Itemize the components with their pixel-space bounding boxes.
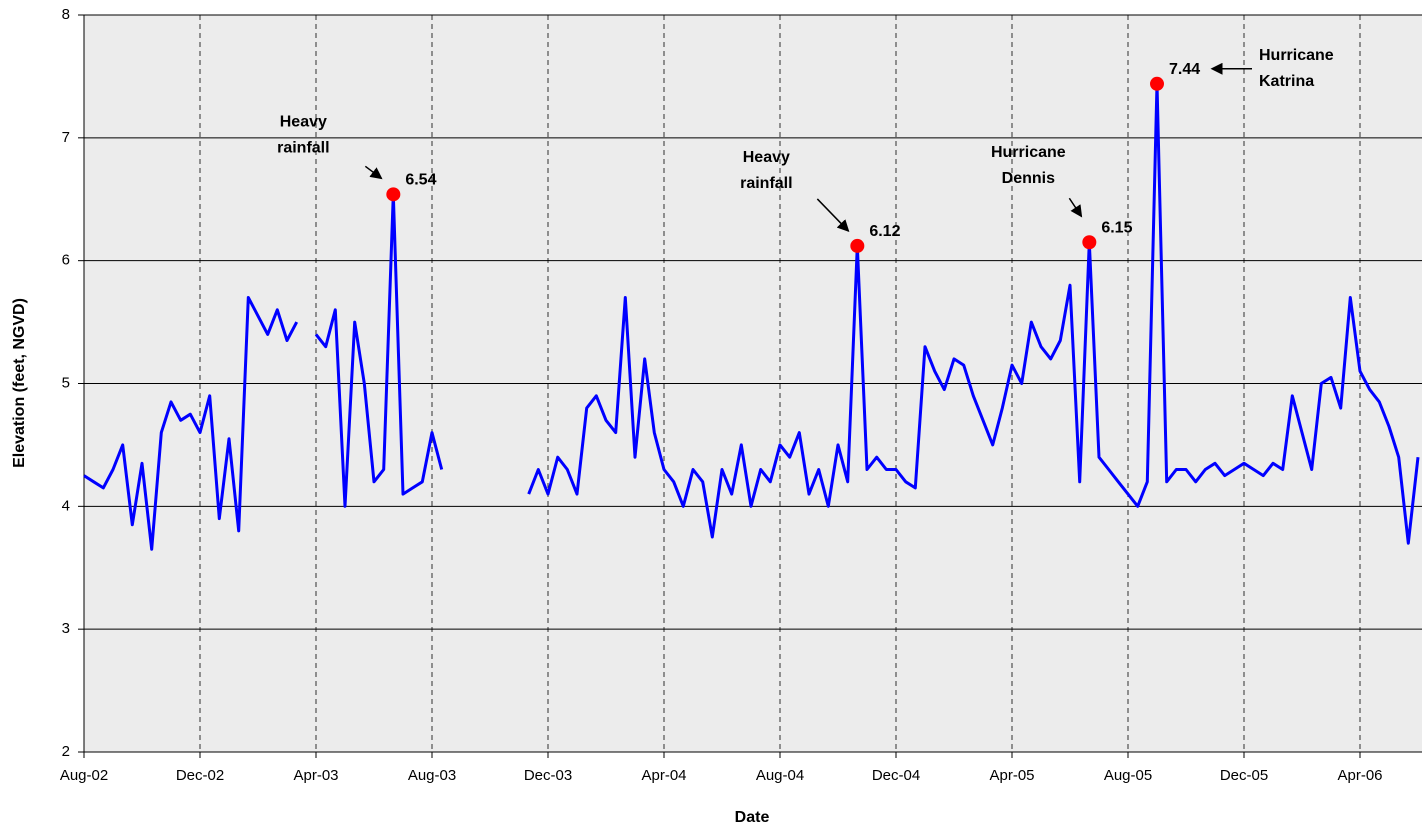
x-axis-label: Date <box>735 809 770 826</box>
y-tick-label: 8 <box>62 6 70 23</box>
annotation-arrow <box>1068 197 1083 218</box>
x-tick-label: Aug-02 <box>60 767 108 784</box>
annotation: Heavy rainfall <box>740 149 792 192</box>
x-tick-label: Dec-02 <box>176 767 224 784</box>
x-tick-label: Aug-05 <box>1104 767 1152 784</box>
peak-marker <box>850 238 865 253</box>
x-tick-label: Dec-03 <box>524 767 572 784</box>
y-tick-label: 7 <box>62 129 70 146</box>
peak-marker <box>1150 76 1164 91</box>
y-tick-label: 4 <box>62 497 70 514</box>
y-tick-label: 5 <box>62 374 70 391</box>
x-tick-label: Dec-04 <box>872 767 920 784</box>
data-label: 6.12 <box>869 223 900 240</box>
annotation: Hurricane Katrina <box>1259 47 1334 90</box>
data-label: 6.54 <box>405 172 436 189</box>
y-tick-label: 6 <box>62 252 70 269</box>
x-tick-label: Aug-03 <box>408 767 456 784</box>
x-tick-label: Apr-04 <box>641 767 686 784</box>
x-tick-label: Aug-04 <box>756 767 804 784</box>
annotation: Heavy rainfall <box>277 114 329 157</box>
data-label: 7.44 <box>1169 61 1200 78</box>
y-axis-label: Elevation (feet, NGVD) <box>11 298 28 468</box>
data-line <box>83 82 1420 551</box>
annotation-arrow <box>816 198 850 233</box>
data-label: 6.15 <box>1101 219 1132 236</box>
peak-marker <box>1082 235 1097 250</box>
y-tick-label: 2 <box>62 743 70 760</box>
x-tick-label: Apr-05 <box>989 767 1034 784</box>
x-tick-label: Dec-05 <box>1220 767 1268 784</box>
peak-marker <box>386 187 401 202</box>
x-tick-label: Apr-06 <box>1337 767 1382 784</box>
y-tick-label: 3 <box>62 620 70 637</box>
x-tick-label: Apr-03 <box>293 767 338 784</box>
annotation-arrow <box>364 165 383 180</box>
annotation: Hurricane Dennis <box>991 144 1066 187</box>
